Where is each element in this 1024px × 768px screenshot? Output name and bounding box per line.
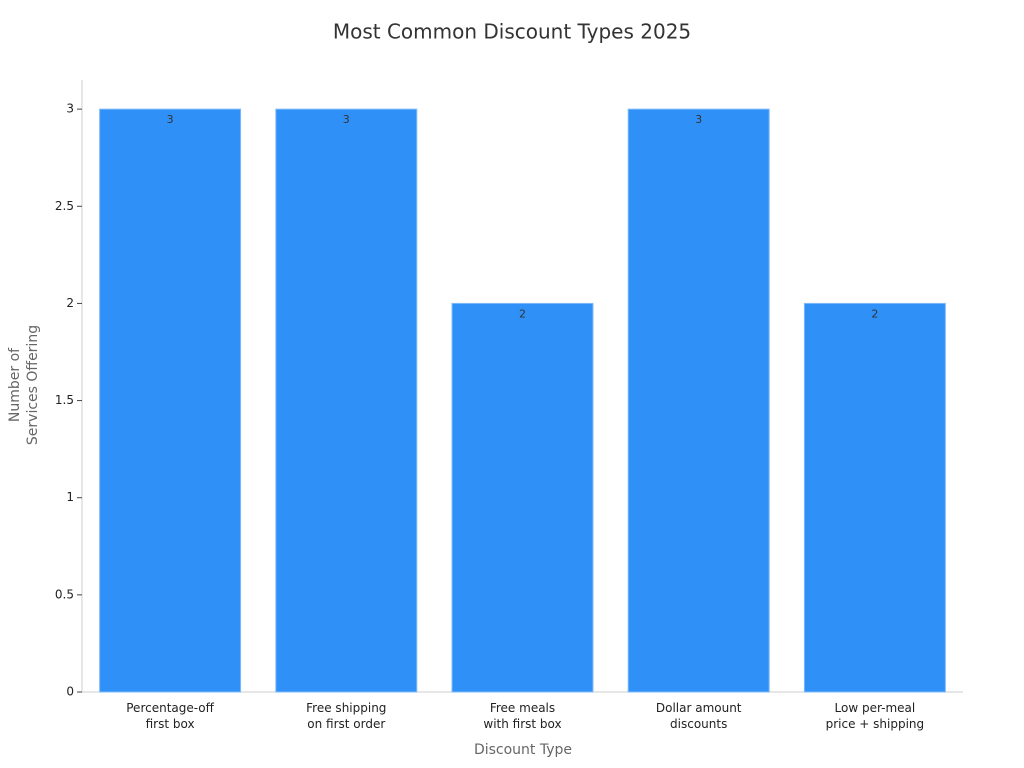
- y-tick-label: 3: [66, 102, 74, 116]
- x-tick-label: Percentage-off first box: [126, 701, 214, 731]
- x-tick-label: Free shipping on first order: [306, 701, 387, 731]
- y-tick-label: 2: [66, 296, 74, 310]
- y-tick-label: 0.5: [55, 587, 74, 601]
- bar: [803, 302, 946, 693]
- x-axis-label: Discount Type: [474, 742, 572, 758]
- bar: [99, 108, 242, 693]
- data-label: 3: [695, 113, 702, 126]
- data-label: 3: [167, 113, 174, 126]
- data-label: 3: [343, 113, 350, 126]
- x-tick-label: Free meals with first box: [483, 701, 562, 731]
- y-tick-label: 1.5: [55, 393, 74, 407]
- y-tick-label: 2.5: [55, 199, 74, 213]
- chart-title: Most Common Discount Types 2025: [333, 20, 691, 44]
- bar: [275, 108, 418, 693]
- x-tick-label: Low per-meal price + shipping: [825, 701, 925, 731]
- bar: [627, 108, 770, 693]
- data-label: 2: [871, 307, 878, 320]
- y-tick-label: 0: [66, 685, 74, 699]
- y-tick-label: 1: [66, 490, 74, 504]
- x-tick-label: Dollar amount discounts: [655, 701, 742, 731]
- bar: [451, 302, 594, 693]
- y-axis-label: Number of Services Offering: [7, 324, 41, 446]
- data-label: 2: [519, 307, 526, 320]
